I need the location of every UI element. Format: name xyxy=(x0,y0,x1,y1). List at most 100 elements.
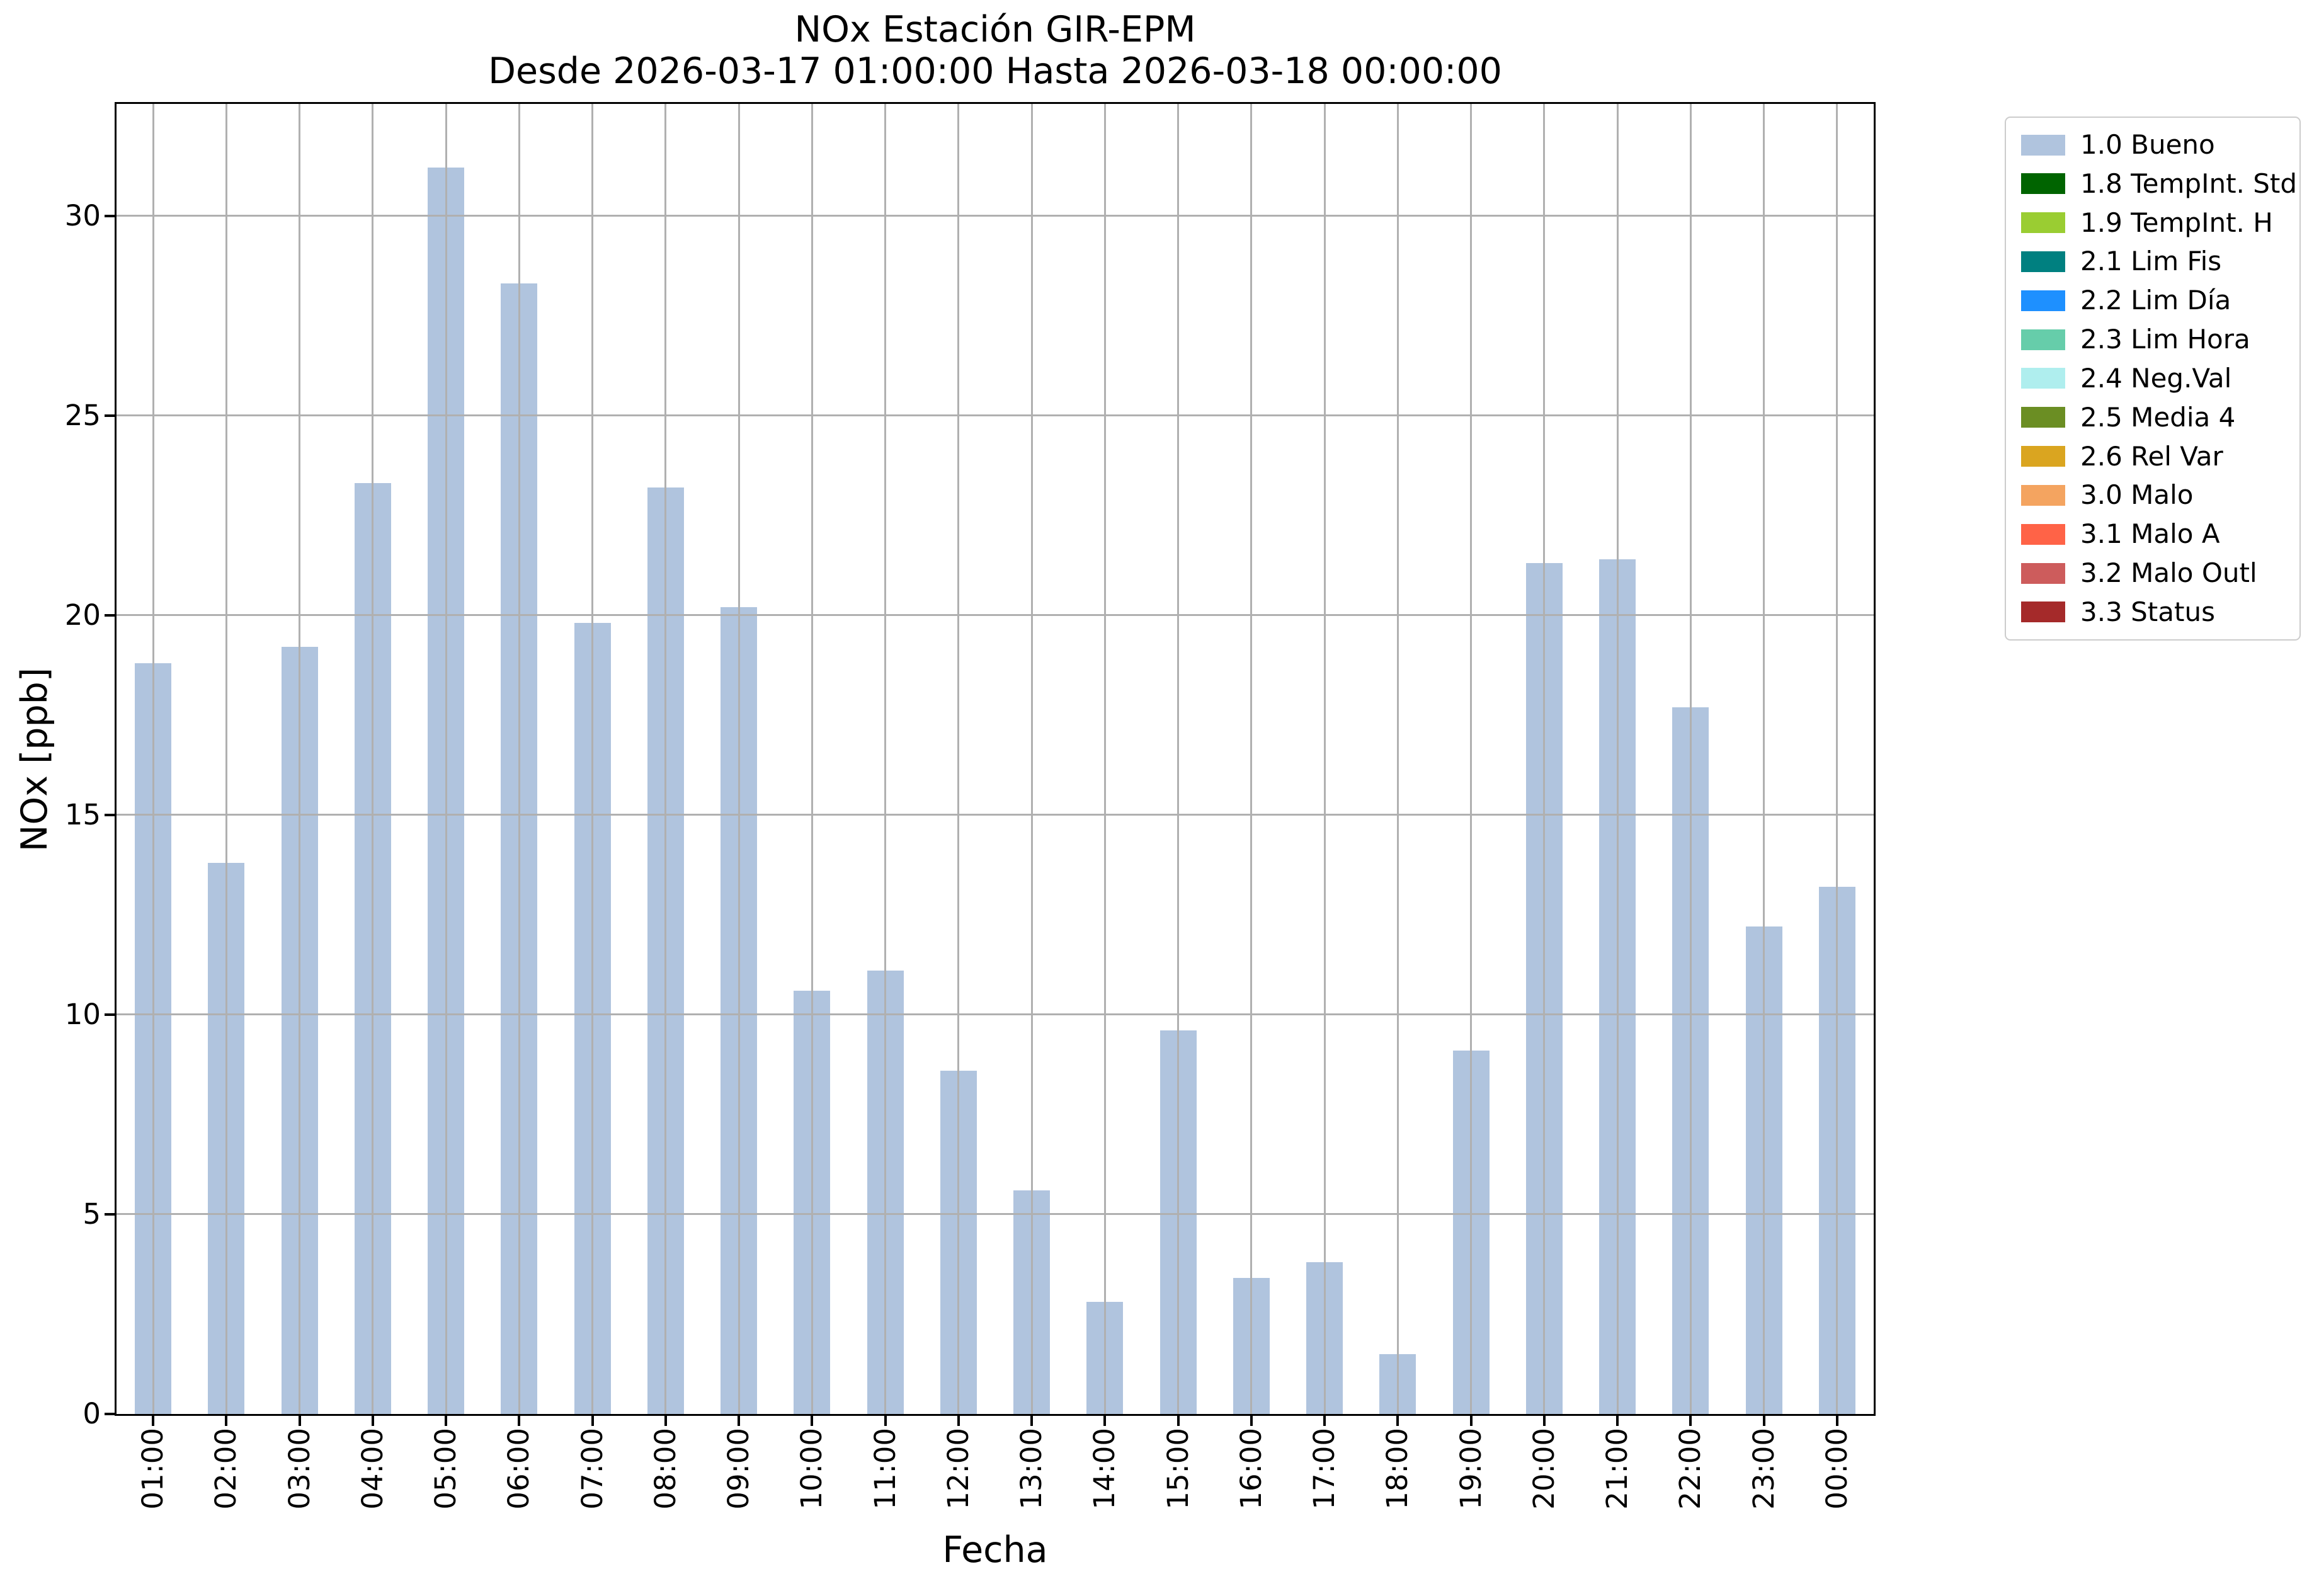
x-tick-label: 15:00 xyxy=(1161,1428,1195,1510)
legend-label: 3.1 Malo A xyxy=(2080,518,2220,550)
legend-item: 3.0 Malo xyxy=(2021,482,2284,508)
legend-label: 2.6 Rel Var xyxy=(2080,440,2223,472)
gridline-vertical xyxy=(1177,104,1180,1414)
gridline-vertical xyxy=(1030,104,1033,1414)
gridline-vertical xyxy=(1396,104,1399,1414)
legend-label: 1.0 Bueno xyxy=(2080,129,2215,160)
y-tick-label: 15 xyxy=(64,797,101,831)
x-tick-label: 09:00 xyxy=(722,1428,756,1510)
gridline-vertical xyxy=(1323,104,1326,1414)
legend-label: 2.1 Lim Fis xyxy=(2080,246,2222,277)
legend-item: 1.9 TempInt. H xyxy=(2021,207,2284,238)
x-tick xyxy=(225,1416,228,1426)
legend-item: 2.1 Lim Fis xyxy=(2021,246,2284,277)
legend-swatch-icon xyxy=(2021,601,2065,623)
x-tick xyxy=(1762,1416,1765,1426)
y-tick xyxy=(105,1013,115,1016)
gridline-vertical xyxy=(372,104,374,1414)
y-tick xyxy=(105,414,115,417)
x-tick-label: 14:00 xyxy=(1088,1428,1122,1510)
gridline-vertical xyxy=(1689,104,1692,1414)
y-tick-label: 30 xyxy=(64,198,101,232)
x-tick xyxy=(1177,1416,1180,1426)
x-tick-label: 06:00 xyxy=(502,1428,536,1510)
y-tick-label: 20 xyxy=(64,598,101,632)
x-tick xyxy=(1835,1416,1838,1426)
legend-item: 3.2 Malo Outl xyxy=(2021,560,2284,586)
gridline-horizontal xyxy=(117,1013,1874,1016)
x-tick-label: 05:00 xyxy=(429,1428,463,1510)
legend-item: 2.4 Neg.Val xyxy=(2021,365,2284,391)
legend-label: 2.2 Lim Día xyxy=(2080,285,2231,316)
legend-item: 2.2 Lim Día xyxy=(2021,285,2284,316)
x-tick-label: 20:00 xyxy=(1527,1428,1561,1510)
x-tick-label: 23:00 xyxy=(1746,1428,1781,1510)
x-tick xyxy=(664,1416,667,1426)
gridline-horizontal xyxy=(117,414,1874,417)
x-tick xyxy=(152,1416,155,1426)
x-tick xyxy=(1030,1416,1034,1426)
gridline-vertical xyxy=(957,104,960,1414)
x-tick xyxy=(591,1416,594,1426)
y-tick-label: 5 xyxy=(83,1197,101,1231)
legend-swatch-icon xyxy=(2021,407,2065,428)
x-tick-label: 12:00 xyxy=(941,1428,975,1510)
gridline-vertical xyxy=(811,104,813,1414)
x-tick-label: 02:00 xyxy=(209,1428,243,1510)
x-tick xyxy=(445,1416,448,1426)
y-axis-label: NOx [ppb] xyxy=(14,667,55,852)
y-tick xyxy=(105,1212,115,1216)
x-tick xyxy=(811,1416,814,1426)
legend-swatch-icon xyxy=(2021,290,2065,311)
gridline-vertical xyxy=(1543,104,1546,1414)
y-tick-label: 0 xyxy=(83,1397,101,1430)
legend-label: 1.8 TempInt. Std xyxy=(2080,168,2298,199)
x-tick xyxy=(738,1416,741,1426)
x-tick-label: 19:00 xyxy=(1454,1428,1488,1510)
x-tick-label: 04:00 xyxy=(355,1428,389,1510)
y-tick xyxy=(105,813,115,816)
x-tick xyxy=(1396,1416,1399,1426)
legend-item: 2.6 Rel Var xyxy=(2021,440,2284,472)
x-tick-label: 16:00 xyxy=(1234,1428,1268,1510)
x-tick xyxy=(1616,1416,1619,1426)
x-tick-label: 08:00 xyxy=(648,1428,682,1510)
gridline-vertical xyxy=(299,104,301,1414)
x-tick xyxy=(1469,1416,1473,1426)
legend-swatch-icon xyxy=(2021,562,2065,584)
x-tick xyxy=(957,1416,960,1426)
x-tick xyxy=(371,1416,374,1426)
x-tick-label: 22:00 xyxy=(1673,1428,1707,1510)
legend: 1.0 Bueno 1.8 TempInt. Std 1.9 TempInt. H 2… xyxy=(2005,117,2301,641)
gridline-vertical xyxy=(738,104,740,1414)
legend-swatch-icon xyxy=(2021,329,2065,350)
legend-label: 3.3 Status xyxy=(2080,596,2215,627)
x-tick-label: 03:00 xyxy=(282,1428,316,1510)
legend-swatch-icon xyxy=(2021,368,2065,389)
x-tick-label: 17:00 xyxy=(1308,1428,1342,1510)
x-tick-label: 10:00 xyxy=(795,1428,829,1510)
gridline-horizontal xyxy=(117,1213,1874,1216)
gridline-vertical xyxy=(591,104,594,1414)
y-tick xyxy=(105,613,115,617)
legend-item: 3.3 Status xyxy=(2021,596,2284,627)
legend-swatch-icon xyxy=(2021,446,2065,467)
y-tick-label: 10 xyxy=(64,997,101,1031)
legend-label: 1.9 TempInt. H xyxy=(2080,207,2273,238)
legend-item: 1.8 TempInt. Std xyxy=(2021,170,2297,197)
gridline-vertical xyxy=(225,104,227,1414)
gridline-vertical xyxy=(518,104,520,1414)
y-tick-label: 25 xyxy=(64,398,101,432)
x-tick xyxy=(1103,1416,1107,1426)
y-tick xyxy=(105,214,115,217)
x-tick xyxy=(1250,1416,1253,1426)
x-tick xyxy=(1689,1416,1692,1426)
x-tick xyxy=(1323,1416,1326,1426)
gridline-horizontal xyxy=(117,215,1874,217)
x-axis-label: Fecha xyxy=(942,1529,1048,1571)
x-tick-label: 13:00 xyxy=(1015,1428,1049,1510)
legend-swatch-icon xyxy=(2021,134,2065,156)
legend-swatch-icon xyxy=(2021,212,2065,234)
gridline-vertical xyxy=(1836,104,1838,1414)
